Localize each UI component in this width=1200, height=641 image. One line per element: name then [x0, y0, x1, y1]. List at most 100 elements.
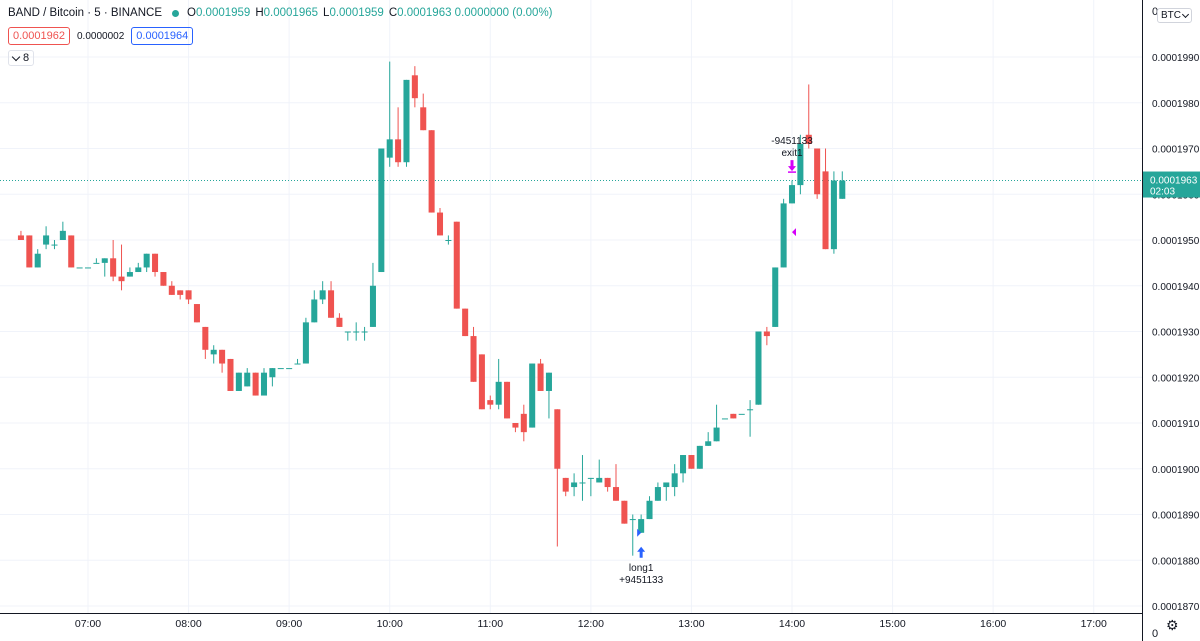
candle-down [26, 235, 33, 268]
candle-up [369, 262, 376, 327]
low-value: 0.0001959 [329, 7, 384, 19]
indicators-toggle[interactable]: 8 [8, 50, 35, 66]
candle-body [286, 368, 293, 370]
candle-up [34, 249, 41, 268]
candle-up [403, 79, 410, 167]
close-key: C [388, 7, 398, 19]
candle-body [529, 363, 536, 428]
candle-down [763, 326, 770, 346]
x-tick-label: 10:00 [377, 618, 403, 630]
candle-body [596, 477, 603, 483]
candle-body [504, 381, 511, 419]
candle-body [520, 413, 527, 433]
candle-up [302, 317, 309, 364]
candle-body [780, 203, 787, 268]
candle-body [328, 290, 335, 318]
candle-body [537, 363, 544, 391]
y-tick-label: 0.0001940 [1152, 282, 1200, 293]
exit-name-label: exit1 [781, 148, 803, 159]
candle-body [721, 418, 728, 420]
candle-up [780, 198, 787, 268]
candle-body [260, 372, 268, 396]
symbol-legend: BAND / Bitcoin · 5 · BINANCE O 0.0001959 … [8, 7, 558, 19]
candle-body [135, 267, 142, 273]
candle-up [646, 496, 653, 520]
candle-down [328, 281, 335, 318]
candle-up [629, 514, 636, 556]
candle-body [478, 354, 485, 410]
candle-body [688, 455, 695, 469]
candle-down [621, 500, 628, 524]
candle-body [59, 230, 66, 240]
candle-up [696, 445, 703, 469]
countdown-label: 02:03 [1150, 187, 1175, 198]
candle-body [512, 423, 519, 428]
candle-up [344, 331, 351, 341]
candle-up [51, 240, 58, 250]
y-tick-label: 0.0001970 [1152, 145, 1200, 156]
candle-up [772, 267, 779, 327]
indicator-count: 8 [23, 52, 30, 64]
candle-down [730, 413, 737, 419]
candle-body [680, 455, 687, 474]
candle-body [763, 331, 770, 337]
candle-body [403, 79, 410, 163]
candle-up [738, 413, 745, 415]
candle-up [43, 226, 50, 250]
candles-layer [17, 61, 846, 556]
candle-body [788, 185, 796, 204]
candle-body [17, 235, 24, 240]
entry-name-label: long1 [629, 563, 654, 574]
candle-body [830, 180, 837, 250]
candle-body [462, 308, 469, 337]
spread-value: 0.0000002 [77, 30, 125, 42]
candle-body [487, 400, 494, 405]
candle-down [336, 313, 343, 327]
bid-button[interactable]: 0.0001962 [8, 27, 70, 45]
gear-icon[interactable]: ⚙ [1166, 617, 1179, 633]
candle-down [436, 207, 444, 236]
chevron-down-icon [1181, 10, 1190, 19]
x-tick-label: 08:00 [175, 618, 201, 630]
candle-body [110, 258, 117, 277]
long-entry-arrow-icon [637, 546, 646, 558]
candle-up [210, 345, 217, 364]
candle-body [621, 500, 628, 524]
candle-body [43, 235, 50, 245]
x-tick-label: 07:00 [75, 618, 101, 630]
candle-down [822, 148, 829, 250]
y-tick-label: 0.0001870 [1152, 602, 1200, 613]
candle-body [84, 267, 92, 269]
high-value: 0.0001965 [263, 7, 319, 19]
candle-up [495, 358, 502, 410]
candle-body [51, 244, 58, 246]
candle-body [177, 290, 184, 295]
candle-body [772, 267, 779, 327]
exit-arrow-icon [788, 160, 796, 172]
x-tick-label: 12:00 [578, 618, 604, 630]
candle-body [277, 368, 284, 370]
candle-up [235, 372, 242, 391]
y-tick-label: 0.0001990 [1152, 53, 1200, 64]
candle-body [76, 267, 83, 269]
bottom-right-digit: 0 [1152, 628, 1159, 640]
currency-selector[interactable]: BTC [1157, 8, 1192, 23]
candle-body [411, 75, 418, 99]
candle-down [152, 253, 159, 277]
candle-up [797, 134, 804, 195]
candle-down [805, 84, 812, 149]
ask-button[interactable]: 0.0001964 [131, 27, 194, 45]
candle-up [101, 258, 108, 277]
candle-body [696, 445, 703, 469]
chevron-down-icon [11, 52, 21, 62]
candle-body [495, 381, 502, 405]
candle-up [386, 61, 393, 167]
candle-up [277, 368, 284, 370]
candle-down [110, 240, 117, 282]
candle-body [545, 372, 552, 391]
candle-body [629, 519, 636, 521]
symbol-title[interactable]: BAND / Bitcoin · 5 · BINANCE [8, 7, 163, 19]
candle-body [101, 258, 108, 263]
